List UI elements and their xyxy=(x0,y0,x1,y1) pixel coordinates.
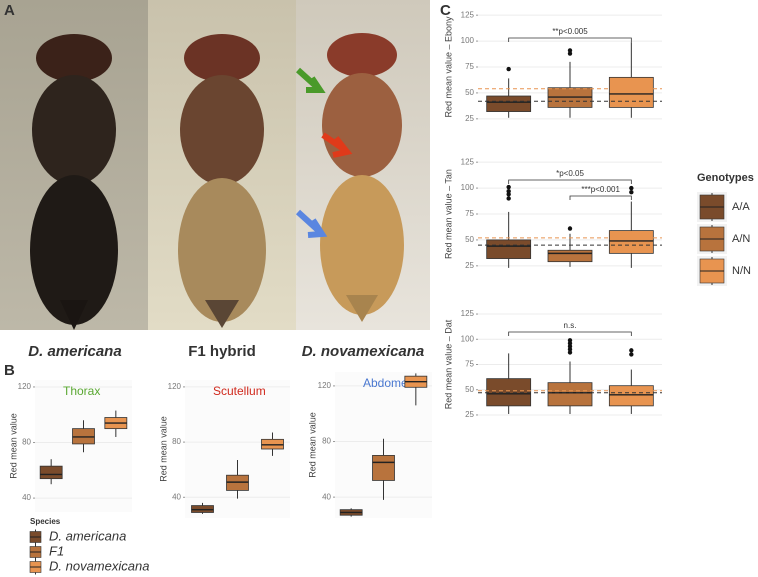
significance-label: n.s. xyxy=(564,321,577,330)
significance-label: **p<0.005 xyxy=(552,27,588,36)
significance-bracket xyxy=(508,37,632,42)
y-tick-label: 40 xyxy=(172,492,181,501)
y-tick-label: 75 xyxy=(465,209,474,218)
panel-label: C xyxy=(440,2,451,19)
outlier xyxy=(629,348,634,353)
y-axis-label: Red mean value xyxy=(158,416,168,482)
box xyxy=(608,76,654,108)
legend-label: N/N xyxy=(732,265,751,277)
box xyxy=(39,465,63,480)
y-tick-label: 50 xyxy=(465,385,474,394)
y-tick-label: 125 xyxy=(461,309,475,318)
y-tick-label: 80 xyxy=(172,437,181,446)
y-tick-label: 25 xyxy=(465,261,474,270)
y-axis-label: Red mean value xyxy=(307,412,317,478)
photo-caption: D. americana xyxy=(28,343,121,360)
chart-title: Scutellum xyxy=(213,384,266,398)
legend-label: D. americana xyxy=(49,528,126,543)
outlier xyxy=(506,66,511,72)
y-tick-label: 125 xyxy=(461,157,475,166)
y-axis-label: Red mean value xyxy=(8,413,18,479)
outlier xyxy=(629,190,634,195)
chart-title: Thorax xyxy=(63,384,100,398)
significance-label: ***p<0.001 xyxy=(581,185,620,194)
legend-title: Genotypes xyxy=(697,172,754,184)
outlier xyxy=(567,226,573,231)
fly-novamexicana xyxy=(295,33,404,322)
y-tick-label: 50 xyxy=(465,88,474,97)
y-tick-label: 75 xyxy=(465,62,474,71)
significance-bracket xyxy=(569,195,632,200)
photo-caption: D. novamexicana xyxy=(302,343,425,360)
y-tick-label: 40 xyxy=(22,493,31,502)
chart-title: Abdomen xyxy=(363,376,414,390)
outlier xyxy=(629,352,634,357)
legend-label: A/A xyxy=(732,201,750,213)
box xyxy=(547,249,593,263)
box xyxy=(547,382,593,407)
fly-f1 xyxy=(178,34,266,328)
y-axis-label: Red mean value – Tan xyxy=(443,169,453,259)
y-tick-label: 120 xyxy=(18,382,32,391)
y-tick-label: 120 xyxy=(168,382,182,391)
outlier xyxy=(567,338,573,343)
legend-label: D. novamexicana xyxy=(49,558,149,573)
legend-title: Species xyxy=(30,517,61,526)
photo-caption: F1 hybrid xyxy=(188,343,256,360)
outlier xyxy=(567,344,573,349)
box xyxy=(608,230,654,254)
y-tick-label: 100 xyxy=(461,183,475,192)
y-tick-label: 100 xyxy=(461,36,475,45)
y-axis-label: Red mean value – Dat xyxy=(443,319,453,409)
box xyxy=(608,385,654,407)
outlier xyxy=(567,51,573,56)
y-tick-label: 100 xyxy=(461,334,475,343)
significance-bracket xyxy=(508,179,632,184)
outlier xyxy=(506,196,511,201)
outlier xyxy=(567,350,573,355)
y-tick-label: 120 xyxy=(318,381,332,390)
panel-label: B xyxy=(4,362,15,379)
box xyxy=(486,378,532,407)
y-tick-label: 40 xyxy=(322,492,331,501)
y-tick-label: 75 xyxy=(465,360,474,369)
panel-label: A xyxy=(4,2,15,19)
legend-label: F1 xyxy=(49,543,64,558)
outlier xyxy=(629,185,634,191)
outlier xyxy=(567,347,573,352)
significance-label: *p<0.05 xyxy=(556,169,584,178)
outlier xyxy=(506,192,511,197)
outlier xyxy=(506,184,511,190)
significance-bracket xyxy=(508,331,632,336)
y-tick-label: 80 xyxy=(22,438,31,447)
photo-panel xyxy=(0,0,430,330)
box xyxy=(486,239,532,259)
y-axis-label: Red mean value – Ebony xyxy=(443,16,453,118)
outlier xyxy=(567,48,573,53)
outlier xyxy=(506,189,511,194)
legend-label: A/N xyxy=(732,233,750,245)
y-tick-label: 125 xyxy=(461,10,475,19)
outlier xyxy=(567,341,573,346)
y-tick-label: 25 xyxy=(465,410,474,419)
box xyxy=(372,455,395,481)
y-tick-label: 80 xyxy=(322,437,331,446)
y-tick-label: 50 xyxy=(465,235,474,244)
box xyxy=(486,95,532,112)
y-tick-label: 25 xyxy=(465,114,474,123)
fly-americana xyxy=(30,34,118,330)
